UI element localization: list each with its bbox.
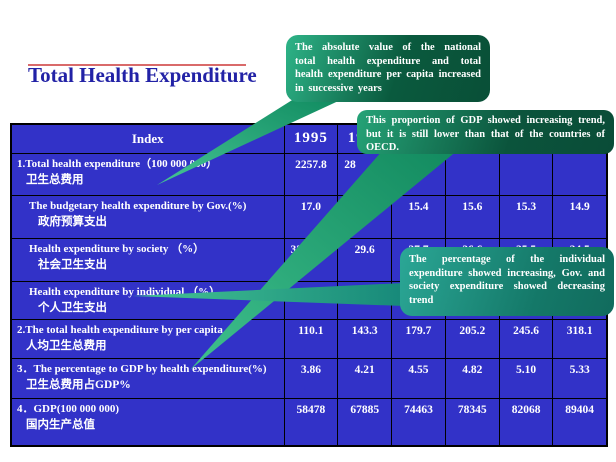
row-label-zh: 人均卫生总费用 (26, 340, 107, 353)
row-label-en: 3．The percentage to GDP by health expend… (17, 362, 267, 375)
cell-value: 50.3 (283, 280, 339, 320)
table-row-total-expenditure: 1.Total health expenditure（100 000 000） … (10, 152, 608, 196)
cell-value: 29.6 (337, 237, 393, 282)
slide-title-line1: Total Health Expenditure (28, 63, 257, 87)
row-label-zh: 国内生产总值 (26, 419, 95, 432)
row-label-en: 2.The total health expenditure by per ca… (17, 323, 223, 336)
cell-value: 82068 (498, 397, 554, 447)
cell-value: 5.33 (552, 357, 608, 399)
row-label: 3．The percentage to GDP by health expend… (10, 357, 285, 399)
cell-value: 205.2 (444, 318, 500, 359)
row-label: 2.The total health expenditure by per ca… (10, 318, 285, 359)
cell-value: 74463 (391, 397, 446, 447)
cell-value: 17.0 (283, 194, 339, 239)
callout-individual-percentage-text: The percentage of the individual expendi… (409, 254, 605, 306)
row-label-zh: 个人卫生支出 (38, 302, 107, 315)
cell-value (444, 152, 500, 196)
table-row-percent-gdp: 3．The percentage to GDP by health expend… (10, 357, 608, 399)
cell-value: 58478 (283, 397, 339, 447)
table-row-per-capita: 2.The total health expenditure by per ca… (10, 318, 608, 359)
cell-value: 245.6 (498, 318, 554, 359)
callout-gdp-proportion-text: This proportion of GDP showed increasing… (366, 115, 605, 154)
cell-value: 4.82 (444, 357, 500, 399)
cell-value: 110.1 (283, 318, 339, 359)
header-year-1995: 1995 (283, 123, 339, 154)
cell-value: 89404 (552, 397, 608, 447)
row-label-zh: 社会卫生支出 (38, 259, 107, 272)
row-label: Health expenditure by society （%） 社会卫生支出 (10, 237, 285, 282)
table-row-gdp: 4．GDP(100 000 000) 国内生产总值 58478 67885 74… (10, 397, 608, 447)
cell-value: 3.86 (283, 357, 339, 399)
cell-value: 15.6 (444, 194, 500, 239)
row-label-en: 1.Total health expenditure（100 000 000） (17, 157, 218, 170)
callout-absolute-value-text: The absolute value of the national total… (295, 42, 481, 94)
cell-value (552, 152, 608, 196)
row-label-zh: 政府预算支出 (38, 216, 107, 229)
table-row-budgetary-gov: The budgetary health expenditure by Gov.… (10, 194, 608, 239)
cell-value (391, 152, 446, 196)
cell-value (337, 194, 393, 239)
cell-value: 143.3 (337, 318, 393, 359)
row-label-en: The budgetary health expenditure by Gov.… (29, 199, 247, 212)
callout-absolute-value: The absolute value of the national total… (286, 35, 490, 102)
row-label: Health expenditure by individual （%） 个人卫… (10, 280, 285, 320)
cell-value: 28 (337, 152, 393, 196)
row-label: The budgetary health expenditure by Gov.… (10, 194, 285, 239)
cell-value: 2257.8 (283, 152, 339, 196)
cell-value: 14.9 (552, 194, 608, 239)
cell-value: 15.4 (391, 194, 446, 239)
cell-value: 4.21 (337, 357, 393, 399)
row-label-zh: 卫生总费用 (26, 174, 84, 187)
cell-value: 5.10 (498, 357, 554, 399)
callout-gdp-proportion: This proportion of GDP showed increasing… (357, 110, 614, 154)
cell-value: 54.2 (337, 280, 393, 320)
row-label-en: Health expenditure by individual （%） (29, 285, 221, 298)
cell-value: 179.7 (391, 318, 446, 359)
cell-value (498, 152, 554, 196)
row-label: 4．GDP(100 000 000) 国内生产总值 (10, 397, 285, 447)
cell-value: 318.1 (552, 318, 608, 359)
cell-value: 32 (283, 237, 339, 282)
header-index: Index (10, 123, 285, 154)
row-label-en: 4．GDP(100 000 000) (17, 402, 120, 415)
cell-value: 67885 (337, 397, 393, 447)
row-label: 1.Total health expenditure（100 000 000） … (10, 152, 285, 196)
row-label-en: Health expenditure by society （%） (29, 242, 205, 255)
title-underline (28, 64, 246, 66)
cell-value: 78345 (444, 397, 500, 447)
cell-value: 4.55 (391, 357, 446, 399)
cell-value: 15.3 (498, 194, 554, 239)
row-label-zh: 卫生总费用占GDP% (26, 379, 131, 392)
callout-individual-percentage: The percentage of the individual expendi… (400, 247, 614, 316)
